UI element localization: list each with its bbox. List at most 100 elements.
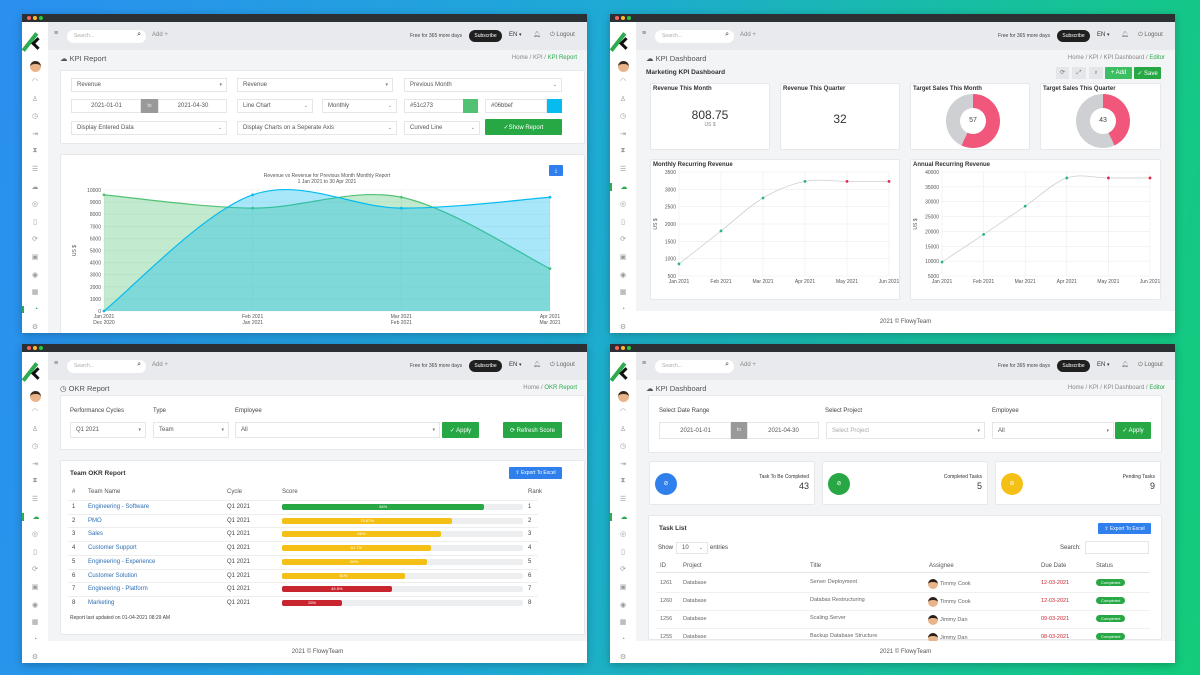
column-header-rank[interactable]: Rank	[528, 489, 543, 495]
minimize-window-button[interactable]	[33, 16, 37, 20]
maximize-window-button[interactable]	[627, 346, 631, 350]
search-input[interactable]: Search... ⌕	[655, 30, 734, 43]
calendar-icon[interactable]: ▦	[31, 619, 39, 627]
maximize-window-button[interactable]	[39, 16, 43, 20]
dashboard-icon[interactable]: ◠	[31, 408, 39, 415]
user-icon[interactable]: ♙	[619, 425, 627, 433]
refresh-icon[interactable]: ⟳	[1056, 67, 1069, 79]
team-name-link[interactable]: Marketing	[88, 599, 115, 606]
document-icon[interactable]: ▯	[33, 548, 37, 556]
gift-icon[interactable]: ▣	[619, 584, 627, 591]
team-name-link[interactable]: Engineering - Software	[88, 504, 150, 510]
team-name-link[interactable]: Engineering - Platform	[88, 586, 148, 593]
camera-icon[interactable]: ◉	[31, 271, 39, 279]
logout-button[interactable]: ⏻ Logout	[550, 362, 575, 369]
language-select[interactable]: EN ▾	[1097, 32, 1110, 38]
hamburger-menu-icon[interactable]: ≡	[54, 360, 59, 367]
list-icon[interactable]: ☰	[31, 496, 39, 503]
clock-icon[interactable]: ◷	[619, 113, 627, 121]
history-icon[interactable]: ◔	[620, 635, 626, 643]
date-to-input[interactable]: 2021-04-30	[158, 99, 227, 113]
add-menu-button[interactable]: Add +	[152, 362, 168, 368]
app-logo[interactable]	[610, 352, 636, 382]
date-to-input[interactable]: 2021-04-30	[747, 422, 819, 439]
clock-icon[interactable]: ◷	[619, 443, 627, 451]
chart-type-select[interactable]: Line Chart ⌄	[237, 99, 313, 113]
minimize-window-button[interactable]	[621, 346, 625, 350]
search-input[interactable]: Search... ⌕	[67, 360, 146, 373]
column-header[interactable]: Due Date	[1041, 563, 1067, 569]
search-input[interactable]: Search... ⌕	[655, 360, 734, 373]
settings-icon[interactable]: ⚙	[619, 654, 627, 662]
document-icon[interactable]: ▯	[621, 548, 625, 556]
list-icon[interactable]: ☰	[619, 496, 627, 503]
export-excel-button[interactable]: ⇪ Export To Excel	[509, 467, 562, 479]
apply-button[interactable]: ✓ Apply	[1115, 422, 1151, 439]
user-icon[interactable]: ♙	[619, 95, 627, 103]
breadcrumb-home[interactable]: Home	[1067, 55, 1084, 61]
gift-icon[interactable]: ▣	[619, 254, 627, 261]
app-logo[interactable]	[22, 352, 48, 382]
axis-mode-select[interactable]: Display Charts on a Seperate Axis ⌄	[237, 121, 397, 135]
history-icon[interactable]: ◔	[22, 305, 48, 313]
zoom-icon[interactable]: ⌕	[1089, 67, 1103, 79]
logout-button[interactable]: ⏻ Logout	[1138, 32, 1163, 39]
type-select[interactable]: Team ▾	[153, 422, 229, 438]
refresh-icon[interactable]: ⟳	[32, 236, 38, 244]
clock-icon[interactable]: ◷	[31, 113, 39, 121]
minimize-window-button[interactable]	[33, 346, 37, 350]
search-icon[interactable]: ⌕	[725, 361, 729, 368]
refresh-score-button[interactable]: ⟳ Refresh Score	[503, 422, 562, 438]
save-dashboard-button[interactable]: ✓ Save	[1134, 67, 1161, 79]
language-select[interactable]: EN ▾	[509, 362, 522, 368]
compare-period-select[interactable]: Previous Month ⌄	[404, 78, 562, 92]
breadcrumb-home[interactable]: Home	[511, 55, 528, 61]
team-name-link[interactable]: Customer Support	[88, 545, 137, 552]
employee-select[interactable]: All ▾	[235, 422, 440, 438]
calendar-icon[interactable]: ▦	[619, 289, 627, 297]
add-menu-button[interactable]: Add +	[740, 32, 756, 38]
refresh-icon[interactable]: ⟳	[32, 566, 38, 574]
settings-icon[interactable]: ⚙	[31, 324, 39, 332]
column-header[interactable]: Assignee	[929, 563, 954, 569]
search-input[interactable]: Search... ⌕	[67, 30, 146, 43]
line-style-select[interactable]: Curved Line ⌄	[404, 121, 480, 135]
metric-1-select[interactable]: Revenue ▾	[71, 78, 227, 92]
breadcrumb-kpi[interactable]: KPI	[1088, 385, 1099, 391]
cloud-icon[interactable]: ☁	[22, 512, 48, 521]
maximize-window-button[interactable]	[39, 346, 43, 350]
search-icon[interactable]: ⌕	[137, 361, 141, 368]
subscribe-button[interactable]: Subscribe	[1057, 360, 1090, 372]
user-avatar[interactable]	[618, 391, 629, 402]
refresh-icon[interactable]: ⟳	[620, 566, 626, 574]
dashboard-icon[interactable]: ◠	[619, 78, 627, 85]
logout-button[interactable]: ⏻ Logout	[1138, 362, 1163, 369]
hourglass-icon[interactable]: ⧗	[32, 477, 38, 485]
close-window-button[interactable]	[27, 16, 31, 20]
color-2-swatch[interactable]	[547, 99, 562, 113]
history-icon[interactable]: ◔	[620, 305, 626, 313]
bell-icon[interactable]: 🔔︎	[533, 32, 541, 38]
camera-icon[interactable]: ◉	[31, 601, 39, 609]
column-header-score[interactable]: Score	[282, 489, 298, 495]
fullscreen-icon[interactable]: ⤢	[1072, 67, 1086, 79]
date-from-input[interactable]: 2021-01-01	[659, 422, 731, 439]
breadcrumb-home[interactable]: Home	[1067, 385, 1084, 391]
breadcrumb-home[interactable]: Home	[523, 385, 540, 391]
title-cell[interactable]: Backup Database Structure	[810, 633, 878, 639]
logout-door-icon[interactable]: ⇥	[620, 130, 626, 138]
bell-icon[interactable]: 🔔︎	[1121, 362, 1129, 368]
column-header-cycle[interactable]: Cycle	[227, 489, 243, 495]
history-icon[interactable]: ◔	[32, 635, 38, 643]
interval-select[interactable]: Monthly ⌄	[322, 99, 397, 113]
team-name-link[interactable]: Engineering - Experience	[88, 558, 156, 565]
color-1-swatch[interactable]	[463, 99, 478, 113]
title-cell[interactable]: Server Deployment	[810, 579, 858, 585]
team-name-link[interactable]: PMO	[88, 517, 102, 524]
title-cell[interactable]: Databas Restructuring	[810, 597, 865, 603]
document-icon[interactable]: ▯	[621, 218, 625, 226]
user-icon[interactable]: ♙	[31, 95, 39, 103]
column-header-team[interactable]: Team Name	[88, 489, 121, 495]
column-header[interactable]: Title	[810, 563, 822, 569]
language-select[interactable]: EN ▾	[509, 32, 522, 38]
